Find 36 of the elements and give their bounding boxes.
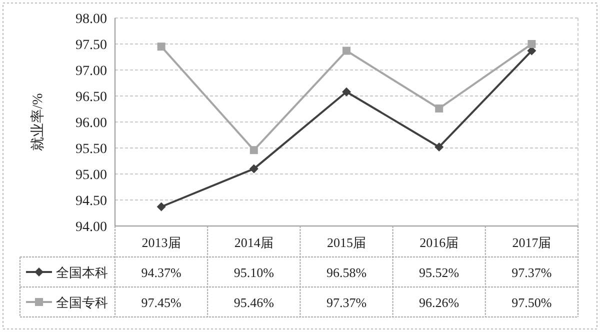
y-tick-label: 96.50 bbox=[76, 90, 107, 105]
point bbox=[250, 146, 258, 154]
y-tick-label: 95.50 bbox=[76, 142, 107, 157]
data-label: 97.37% bbox=[512, 265, 552, 280]
y-tick-label: 94.00 bbox=[76, 220, 107, 235]
data-label: 95.10% bbox=[234, 265, 274, 280]
y-axis-title: 就业率/% bbox=[30, 92, 46, 151]
data-label: 94.37% bbox=[141, 265, 182, 280]
point bbox=[156, 202, 166, 212]
point bbox=[342, 87, 351, 96]
point bbox=[157, 42, 166, 51]
x-tick-label: 2015届 bbox=[327, 235, 366, 250]
y-tick-label: 98.00 bbox=[76, 12, 107, 27]
data-label: 97.37% bbox=[326, 295, 367, 310]
y-tick-label: 94.50 bbox=[76, 194, 107, 209]
x-tick-label: 2013届 bbox=[142, 235, 181, 250]
legend-label: 全国专科 bbox=[56, 295, 108, 310]
data-label: 95.46% bbox=[234, 295, 274, 310]
point bbox=[249, 164, 258, 174]
data-label: 96.58% bbox=[326, 265, 367, 280]
x-tick-label: 2014届 bbox=[234, 235, 274, 250]
point bbox=[434, 142, 444, 152]
data-label: 96.26% bbox=[419, 295, 460, 310]
y-tick-label: 95.00 bbox=[76, 168, 107, 183]
legend-label: 全国本科 bbox=[56, 265, 108, 280]
point bbox=[435, 104, 444, 112]
point bbox=[342, 46, 350, 55]
point bbox=[528, 40, 536, 48]
data-label: 95.52% bbox=[419, 265, 460, 280]
x-tick-label: 2017届 bbox=[512, 235, 552, 250]
x-tick-label: 2016届 bbox=[420, 235, 459, 250]
y-tick-label: 97.50 bbox=[76, 38, 107, 53]
y-tick-label: 97.00 bbox=[76, 64, 107, 79]
data-label: 97.45% bbox=[141, 295, 182, 310]
y-tick-label: 96.00 bbox=[76, 116, 107, 131]
data-label: 97.50% bbox=[512, 295, 552, 310]
